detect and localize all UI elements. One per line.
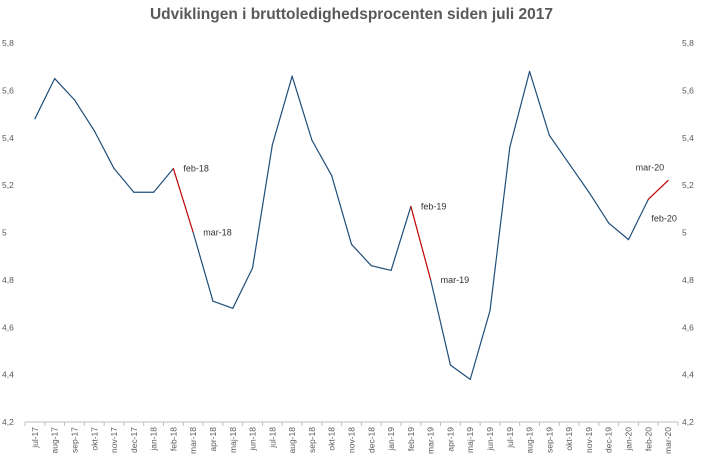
x-tick-label: feb-19 bbox=[406, 427, 416, 451]
y-tick-label-left: 5,8 bbox=[2, 38, 14, 48]
series-segment bbox=[271, 75, 293, 146]
series-segment bbox=[568, 163, 590, 193]
x-tick-label: mar-20 bbox=[663, 427, 673, 454]
annotations: feb-18 mar-18 feb-19 mar-19 feb-20 mar-20 bbox=[183, 162, 676, 284]
highlight-segment bbox=[410, 205, 432, 281]
series-segment bbox=[390, 205, 412, 271]
series-segment bbox=[469, 310, 491, 380]
series-lines bbox=[34, 70, 669, 380]
annotation-label: feb-20 bbox=[651, 213, 677, 223]
y-tick-label-right: 4,4 bbox=[682, 370, 694, 380]
x-tick-label: sep-19 bbox=[544, 427, 554, 453]
series-segment bbox=[608, 222, 630, 241]
series-segment bbox=[489, 146, 511, 312]
x-tick-label: mar-18 bbox=[188, 427, 198, 454]
y-tick-label-left: 5,4 bbox=[2, 133, 14, 143]
x-tick-label: jul-17 bbox=[30, 427, 40, 449]
x-tick-label: maj-19 bbox=[465, 427, 475, 453]
series-segment bbox=[153, 167, 175, 193]
series-segment bbox=[528, 70, 550, 136]
series-segment bbox=[311, 139, 333, 177]
y-tick-label-right: 5,4 bbox=[682, 133, 694, 143]
annotation-label: feb-19 bbox=[421, 201, 447, 211]
series-segment bbox=[509, 70, 531, 148]
x-tick-label: sep-17 bbox=[69, 427, 79, 453]
x-tick-label: jun-19 bbox=[485, 427, 495, 452]
series-segment bbox=[331, 175, 353, 245]
x-tick-label: aug-19 bbox=[525, 427, 535, 454]
series-segment bbox=[232, 267, 254, 309]
series-segment bbox=[370, 265, 392, 271]
x-tick-label: maj-18 bbox=[228, 427, 238, 453]
x-tick-label: jul-18 bbox=[267, 427, 277, 449]
x-tick-label: jan-19 bbox=[386, 427, 396, 452]
y-tick-label-left: 4,8 bbox=[2, 275, 14, 285]
x-tick-label: jan-18 bbox=[149, 427, 159, 452]
series-segment bbox=[251, 144, 273, 269]
series-segment bbox=[291, 75, 313, 141]
series-segment bbox=[588, 191, 610, 224]
x-tick-label: dec-19 bbox=[604, 427, 614, 453]
x-tick-label: dec-18 bbox=[366, 427, 376, 453]
x-tick-label: okt-18 bbox=[327, 427, 337, 451]
y-tick-label-right: 5,2 bbox=[682, 180, 694, 190]
y-tick-label-left: 4,6 bbox=[2, 322, 14, 332]
x-tick-label: apr-19 bbox=[445, 427, 455, 452]
series-segment bbox=[212, 300, 234, 309]
annotation-label: mar-18 bbox=[203, 228, 232, 238]
series-segment bbox=[192, 231, 214, 302]
y-tick-label-left: 4,2 bbox=[2, 417, 14, 427]
x-tick-label: apr-18 bbox=[208, 427, 218, 452]
x-tick-label: jul-19 bbox=[505, 427, 515, 449]
series-segment bbox=[430, 279, 452, 366]
x-tick-label: okt-19 bbox=[564, 427, 574, 451]
annotation-label: mar-20 bbox=[636, 162, 665, 172]
x-tick-label: aug-18 bbox=[287, 427, 297, 454]
y-tick-label-right: 4,6 bbox=[682, 322, 694, 332]
y-tick-label-left: 5 bbox=[2, 228, 7, 238]
series-segment bbox=[449, 364, 471, 380]
annotation-label: feb-18 bbox=[183, 164, 209, 174]
series-segment bbox=[54, 77, 76, 101]
annotation-label: mar-19 bbox=[441, 275, 470, 285]
x-tick-label: mar-19 bbox=[426, 427, 436, 454]
x-tick-label: feb-20 bbox=[643, 427, 653, 451]
x-tick-label: aug-17 bbox=[50, 427, 60, 454]
x-tick-label: nov-18 bbox=[347, 427, 357, 453]
x-tick-label: feb-18 bbox=[168, 427, 178, 451]
x-tick-label: dec-17 bbox=[129, 427, 139, 453]
y-tick-label-right: 4,2 bbox=[682, 417, 694, 427]
series-segment bbox=[93, 130, 115, 170]
series-segment bbox=[350, 243, 372, 267]
highlight-segment bbox=[647, 179, 669, 200]
x-tick-label: sep-18 bbox=[307, 427, 317, 453]
y-tick-label-right: 5 bbox=[682, 228, 687, 238]
y-tick-label-left: 5,2 bbox=[2, 180, 14, 190]
highlight-segment bbox=[172, 167, 194, 234]
y-tick-label-right: 4,8 bbox=[682, 275, 694, 285]
series-segment bbox=[34, 77, 56, 120]
series-segment bbox=[113, 167, 135, 193]
chart-title: Udviklingen i bruttoledighedsprocenten s… bbox=[149, 6, 554, 23]
x-tick-label: nov-17 bbox=[109, 427, 119, 453]
y-tick-label-right: 5,8 bbox=[682, 38, 694, 48]
x-tick-label: nov-19 bbox=[584, 427, 594, 453]
series-segment bbox=[548, 134, 570, 165]
y-tick-label-left: 5,6 bbox=[2, 85, 14, 95]
series-segment bbox=[627, 198, 649, 241]
y-tick-label-right: 5,6 bbox=[682, 85, 694, 95]
y-tick-label-left: 4,4 bbox=[2, 370, 14, 380]
axes: jul-17 aug-17 sep-17 okt-17 nov-17 dec-17 jan-… bbox=[2, 38, 694, 454]
x-tick-label: okt-17 bbox=[89, 427, 99, 451]
x-tick-label: jun-18 bbox=[248, 427, 258, 452]
x-tick-label: jan-20 bbox=[624, 427, 634, 452]
series-segment bbox=[73, 99, 95, 132]
